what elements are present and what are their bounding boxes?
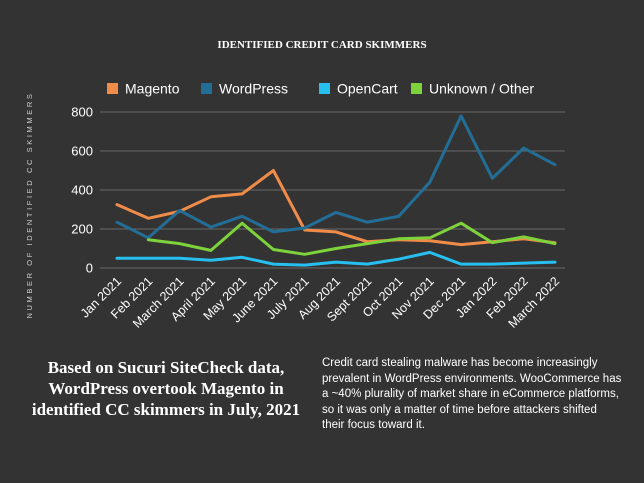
legend: Magento WordPress OpenCart Unknown / Other xyxy=(107,81,534,97)
series-line-magento xyxy=(115,169,557,247)
series-lines xyxy=(115,114,557,267)
legend-swatch xyxy=(107,83,118,94)
legend-label: Unknown / Other xyxy=(429,81,534,97)
legend-swatch xyxy=(319,83,330,94)
gridlines xyxy=(100,111,565,269)
legend-swatch xyxy=(201,83,212,94)
legend-label: OpenCart xyxy=(337,81,398,97)
series-line-opencart xyxy=(115,250,557,267)
y-axis-label: NUMBER OF IDENTIFIED CC SKIMMERS xyxy=(25,92,34,319)
headline-caption: Based on Sucuri SiteCheck data, WordPres… xyxy=(31,358,301,419)
y-tick-label: 0 xyxy=(86,261,93,276)
y-tick-labels: 0 200 400 600 800 xyxy=(71,105,93,276)
y-tick-label: 600 xyxy=(71,144,93,159)
y-tick-label: 200 xyxy=(71,222,93,237)
legend-swatch xyxy=(411,83,422,94)
series-line-wordpress xyxy=(115,114,557,240)
description-caption: Credit card stealing malware has become … xyxy=(322,357,622,431)
legend-label: Magento xyxy=(125,81,180,97)
series-line-unknown-other xyxy=(146,221,557,256)
y-tick-label: 800 xyxy=(71,105,93,120)
chart-title: IDENTIFIED CREDIT CARD SKIMMERS xyxy=(217,39,426,51)
legend-label: WordPress xyxy=(219,81,288,97)
y-tick-label: 400 xyxy=(71,183,93,198)
